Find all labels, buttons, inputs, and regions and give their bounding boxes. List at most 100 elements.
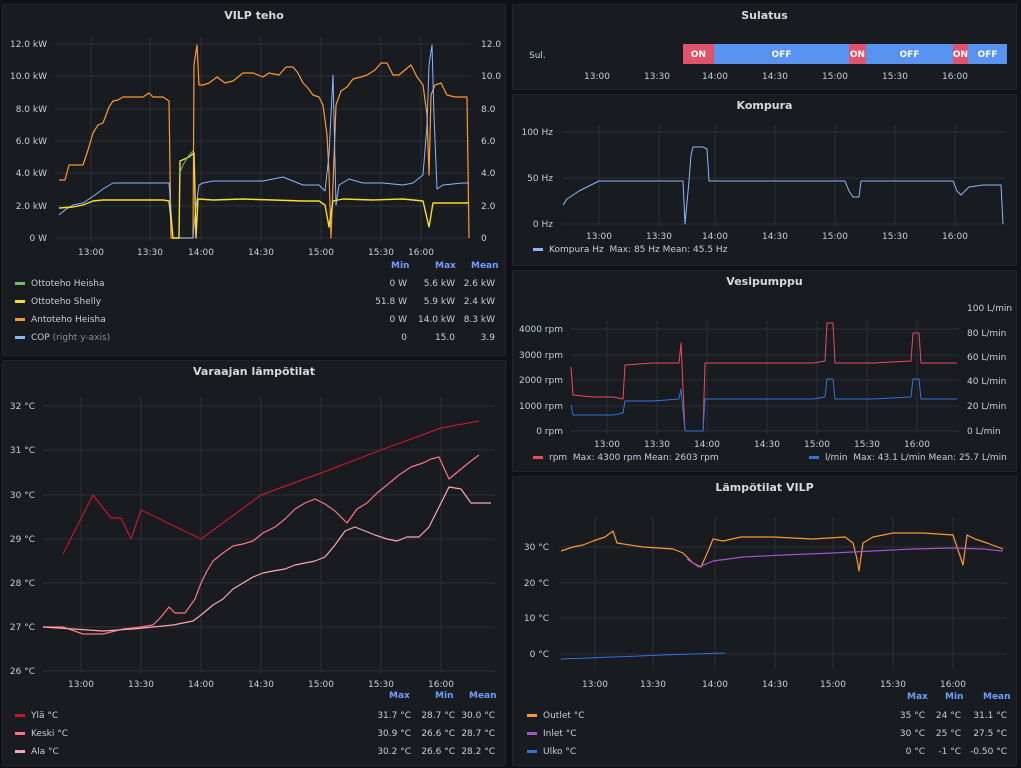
legend-header-mean[interactable]: Mean bbox=[471, 261, 499, 271]
x-tick-label: 16:00 bbox=[940, 680, 966, 690]
legend-label: Keski °C bbox=[31, 729, 69, 739]
legend-swatch bbox=[809, 456, 819, 459]
x-tick-label: 13:30 bbox=[644, 72, 670, 82]
y-tick-label: 0 °C bbox=[530, 650, 549, 660]
legend-swatch bbox=[15, 336, 25, 339]
y-tick-label: 2.0 kW bbox=[16, 202, 47, 212]
panel-title[interactable]: Kompura bbox=[736, 99, 793, 112]
legend-item[interactable]: Inlet °C bbox=[527, 729, 577, 739]
legend-swatch bbox=[533, 248, 543, 251]
y-right-tick-label: 100 L/min bbox=[967, 304, 1012, 314]
x-tick-label: 16:00 bbox=[942, 232, 968, 242]
y-tick-label: 20 °C bbox=[524, 579, 549, 589]
x-tick-label: 13:30 bbox=[640, 680, 666, 690]
x-tick-label: 13:00 bbox=[582, 680, 608, 690]
legend-item[interactable]: Ottoteho Shelly bbox=[15, 297, 101, 307]
legend-mean: 2.6 kW bbox=[463, 279, 495, 289]
x-tick-label: 13:00 bbox=[586, 232, 612, 242]
y-tick-label: 8.0 kW bbox=[16, 105, 47, 115]
series-yla bbox=[62, 420, 480, 555]
legend-header-min[interactable]: Min bbox=[435, 691, 454, 701]
legend-item[interactable]: Ottoteho Heisha bbox=[15, 279, 105, 289]
series-keski bbox=[43, 454, 480, 635]
legend-label: Outlet °C bbox=[543, 711, 585, 721]
legend-item[interactable]: Ala °C bbox=[15, 747, 59, 757]
legend-swatch bbox=[527, 714, 537, 717]
state-label: OFF bbox=[978, 50, 998, 60]
x-tick-label: 13:00 bbox=[78, 248, 104, 258]
legend-header-max[interactable]: Max bbox=[389, 691, 410, 701]
panel-vilp-teho: VILP teho 12.0 kW 12.0 10.0 kW 10.0 8.0 kW 8.… bbox=[2, 4, 506, 356]
legend-item[interactable]: Ulko °C bbox=[527, 747, 576, 757]
legend-mean: 2.4 kW bbox=[463, 297, 495, 307]
legend-min: 51.8 W bbox=[375, 297, 407, 307]
legend-item[interactable]: Antoteho Heisha bbox=[15, 315, 106, 325]
panel-title[interactable]: Varaajan lämpötilat bbox=[192, 365, 316, 378]
y-tick-label: 4.0 kW bbox=[16, 169, 47, 179]
y-right-tick-label: 12.0 bbox=[481, 40, 501, 50]
y-tick-label: 0 W bbox=[30, 234, 48, 244]
y-tick-label: 31 °C bbox=[10, 446, 35, 456]
legend-label: Antoteho Heisha bbox=[31, 315, 106, 325]
y-tick-label: 100 Hz bbox=[521, 128, 553, 138]
legend-min: 25 °C bbox=[935, 729, 961, 739]
legend-item[interactable]: COP (right y-axis) bbox=[15, 333, 110, 343]
legend-header-mean[interactable]: Mean bbox=[983, 692, 1011, 702]
legend-item[interactable]: Outlet °C bbox=[527, 711, 585, 721]
legend-stats: Max: 85 Hz Mean: 45.5 Hz bbox=[609, 245, 728, 255]
legend-max: 0 °C bbox=[905, 747, 925, 757]
x-tick-label: 13:00 bbox=[584, 72, 610, 82]
x-tick-label: 13:30 bbox=[644, 440, 670, 450]
panel-title[interactable]: Sulatus bbox=[741, 9, 788, 22]
legend-item[interactable]: Ylä °C bbox=[15, 711, 58, 721]
legend-min: 26.6 °C bbox=[421, 729, 455, 739]
panel-title[interactable]: Vesipumppu bbox=[726, 275, 803, 288]
x-tick-label: 13:00 bbox=[594, 440, 620, 450]
x-tick-label: 15:30 bbox=[880, 680, 906, 690]
legend-mean: 3.9 bbox=[480, 333, 495, 343]
legend-min: 28.7 °C bbox=[421, 711, 455, 721]
legend-item[interactable]: rpm Max: 4300 rpm Mean: 2603 rpm bbox=[533, 453, 719, 463]
legend-min: 24 °C bbox=[935, 711, 961, 721]
legend-mean: 28.2 °C bbox=[461, 747, 495, 757]
y-tick-label: 10 °C bbox=[524, 614, 549, 624]
legend-mean: 8.3 kW bbox=[463, 315, 495, 325]
y-right-tick-label: 20 L/min bbox=[967, 402, 1006, 412]
state-segment-off bbox=[866, 44, 953, 64]
legend-label: rpm bbox=[549, 453, 568, 463]
state-label: OFF bbox=[772, 50, 792, 60]
sulatus-chart: Sul. ON OFF ON OFF ON OFF 13:00 13:30 14:00 14:30 1… bbox=[529, 44, 1007, 82]
legend-min: 0 W bbox=[389, 279, 408, 289]
legend-header-min[interactable]: Min bbox=[945, 692, 964, 702]
state-segment-on bbox=[849, 44, 866, 64]
legend-header-max[interactable]: Max bbox=[435, 261, 456, 271]
y-tick-label: 10.0 kW bbox=[10, 72, 47, 82]
legend-item[interactable]: Keski °C bbox=[15, 729, 68, 739]
x-tick-label: 16:00 bbox=[904, 440, 930, 450]
y-tick-label: 1000 rpm bbox=[519, 402, 563, 412]
legend-min: 0 bbox=[401, 333, 407, 343]
y-tick-label: 0 rpm bbox=[536, 427, 563, 437]
legend-item[interactable]: l/min Max: 43.1 L/min Mean: 25.7 L/min bbox=[809, 453, 1007, 463]
vesipumppu-chart: 4000 rpm 3000 rpm 2000 rpm 1000 rpm 0 rpm 100… bbox=[519, 304, 1012, 450]
legend-header-max[interactable]: Max bbox=[907, 692, 928, 702]
x-tick-label: 14:30 bbox=[754, 440, 780, 450]
x-tick-label: 13:00 bbox=[68, 680, 94, 690]
legend-header-min[interactable]: Min bbox=[391, 261, 410, 271]
legend-item[interactable]: Kompura Hz Max: 85 Hz Mean: 45.5 Hz bbox=[533, 245, 727, 255]
x-tick-label: 14:30 bbox=[248, 680, 274, 690]
x-tick-label: 14:00 bbox=[702, 232, 728, 242]
panel-title[interactable]: Lämpötilat VILP bbox=[715, 481, 814, 494]
panel-title[interactable]: VILP teho bbox=[224, 9, 284, 22]
y-right-tick-label: 10.0 bbox=[481, 72, 501, 82]
legend-max: 15.0 bbox=[434, 333, 455, 343]
legend-max: 5.6 kW bbox=[423, 279, 455, 289]
x-tick-label: 14:30 bbox=[762, 680, 788, 690]
series-rpm bbox=[570, 322, 957, 432]
state-segment-off bbox=[968, 44, 1007, 64]
legend-max: 30.9 °C bbox=[377, 729, 411, 739]
legend-label: Ottoteho Shelly bbox=[31, 297, 102, 307]
legend-max: 30 °C bbox=[899, 729, 925, 739]
state-segment-off bbox=[714, 44, 849, 64]
legend-header-mean[interactable]: Mean bbox=[469, 691, 497, 701]
